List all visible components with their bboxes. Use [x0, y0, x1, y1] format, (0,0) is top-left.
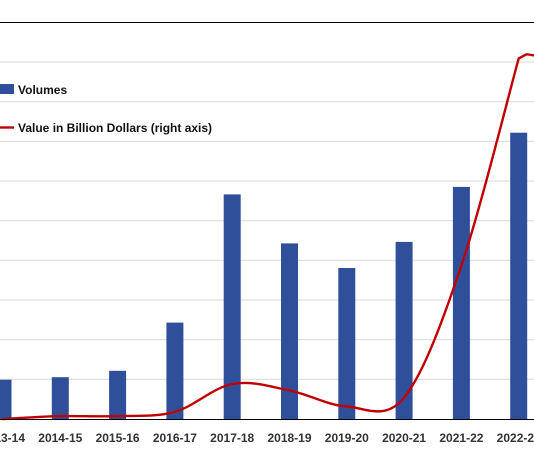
bar-2022-23 [510, 132, 528, 419]
x-axis-tick-labels: 2013-14 2014-15 2015-16 2016-17 2017-18 2018-… [0, 431, 534, 445]
x-tick-label: 2018-19 [267, 431, 311, 445]
bar-2019-20 [338, 268, 356, 419]
bar-2014-15 [51, 377, 69, 419]
bar-2015-16 [109, 370, 127, 419]
x-tick-label: 2013-14 [0, 431, 25, 445]
bar-2017-18 [223, 194, 241, 419]
legend-swatch-volumes [0, 84, 14, 94]
gridlines [0, 61, 534, 380]
legend-label-volumes: Volumes [18, 83, 67, 97]
bar-2021-22 [452, 186, 470, 419]
x-tick-label: 2022-23 [497, 431, 534, 445]
x-tick-label: 2021-22 [439, 431, 483, 445]
bar-2018-19 [281, 243, 298, 419]
bar-series-volumes [0, 132, 528, 419]
bar-2020-21 [395, 241, 413, 419]
x-tick-label: 2017-18 [210, 431, 254, 445]
x-tick-label: 2015-16 [96, 431, 140, 445]
bar-2016-17 [166, 322, 184, 419]
x-tick-label: 2016-17 [153, 431, 197, 445]
bar-2013-14 [0, 379, 12, 419]
line-series-value [1, 53, 534, 421]
x-tick-label: 2019-20 [325, 431, 369, 445]
legend-label-value: Value in Billion Dollars (right axis) [18, 121, 212, 135]
x-tick-label: 2020-21 [382, 431, 426, 445]
x-tick-label: 2014-15 [38, 431, 82, 445]
legend: Volumes Value in Billion Dollars (right … [0, 83, 212, 135]
